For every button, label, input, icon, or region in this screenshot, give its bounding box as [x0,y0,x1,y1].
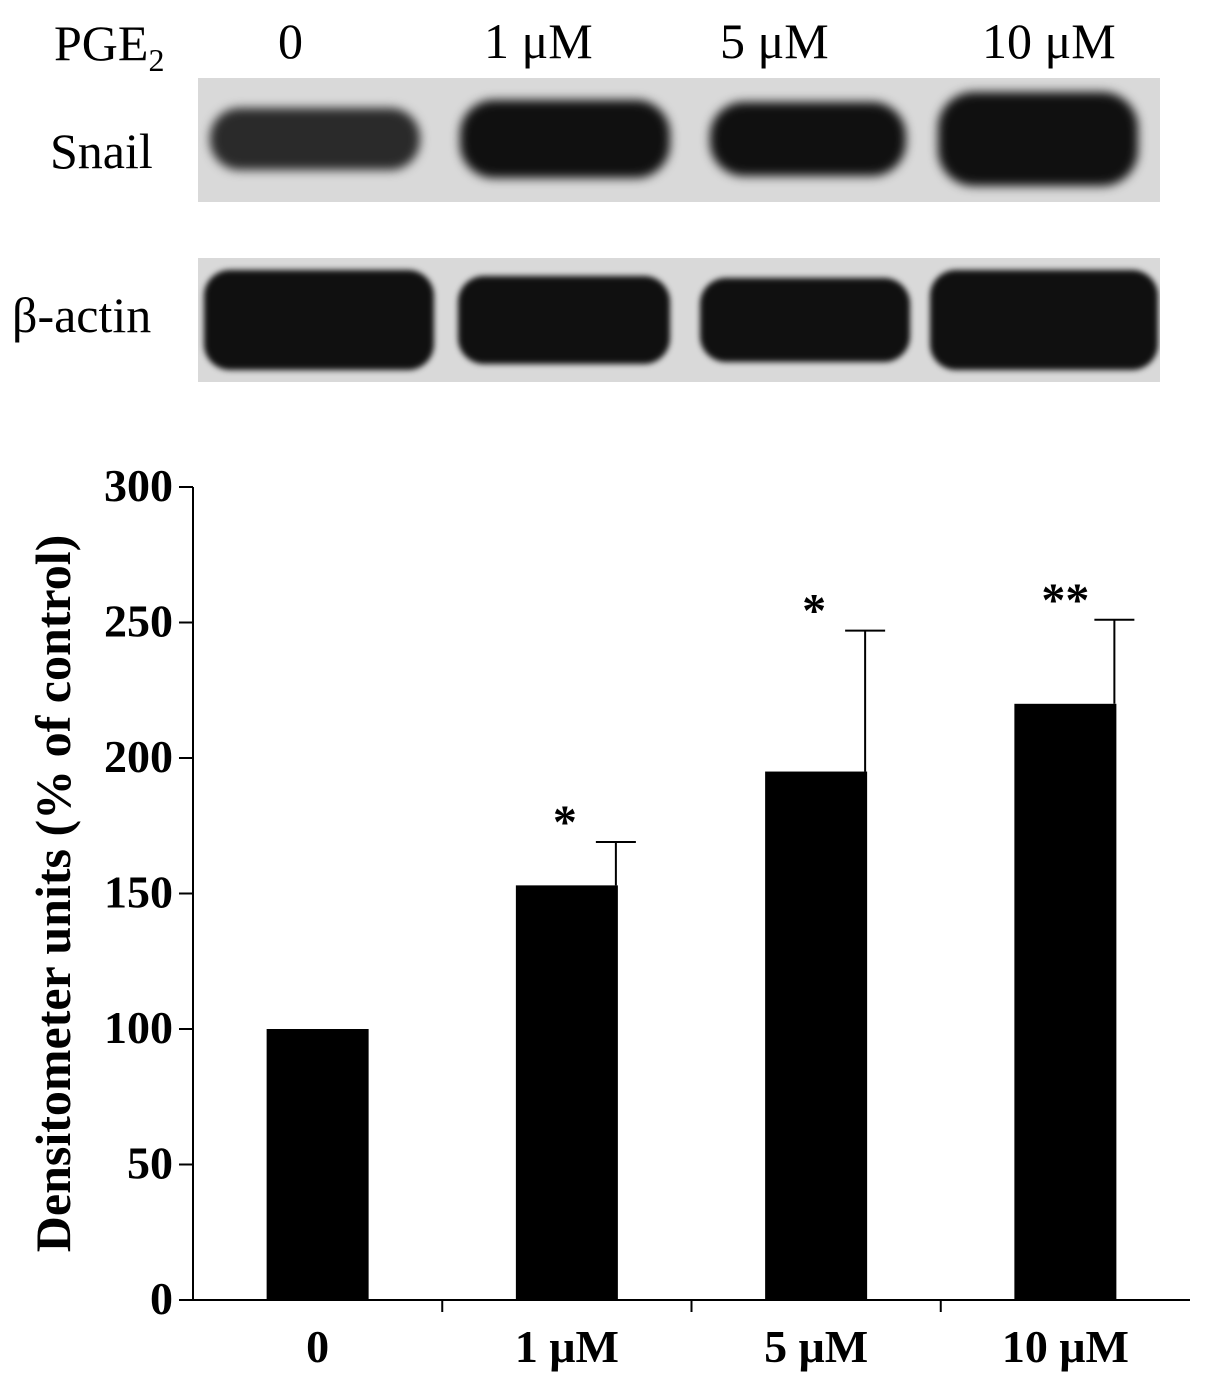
treatment-label: PGE2 [54,18,164,76]
y-tick-label: 300 [104,460,173,511]
snail-band [210,108,420,170]
actin-band [458,276,670,364]
significance-marker: * [802,585,826,638]
treatment-label-text: PGE [54,15,149,71]
actin-blot-image [198,258,1160,382]
x-tick-label: 0 [306,1321,329,1372]
y-tick-label: 150 [104,867,173,918]
bar-chart-svg: 0 50 100 150 200 250 300 Densitometer units (% … [25,460,1190,1372]
blot-lane-label: 5 μM [720,13,829,69]
blot-row-label-actin: β-actin [12,287,152,343]
bar [266,1029,369,1300]
x-tick-label: 5 μM [764,1321,868,1372]
actin-band [930,270,1158,370]
significance-marker: ** [1041,574,1089,627]
x-tick-label: 1 μM [515,1321,619,1372]
y-tick-label: 0 [150,1273,173,1324]
bar [1014,703,1117,1300]
snail-blot-image [198,78,1160,202]
y-tick-label: 200 [104,731,173,782]
snail-band [460,100,670,178]
treatment-label-subscript: 2 [148,42,165,78]
blot-lane-label: 0 [278,13,303,69]
western-blot-panel: PGE2 0 1 μM 5 μM 10 μM Snail β-actin [0,0,1205,400]
bar-chart: 0 50 100 150 200 250 300 Densitometer units (% … [0,420,1205,1377]
snail-band [938,92,1138,186]
actin-band [204,270,434,370]
actin-band [700,278,910,362]
y-tick-label: 100 [104,1002,173,1053]
snail-band [710,102,906,176]
blot-lane-label: 1 μM [484,13,593,69]
x-tick-label: 10 μM [1002,1321,1129,1372]
blot-row-label-snail: Snail [50,123,153,179]
y-tick-label: 250 [104,596,173,647]
bar [765,771,868,1300]
significance-marker: * [553,796,577,849]
y-tick-label: 50 [127,1138,173,1189]
blot-lane-label: 10 μM [982,13,1116,69]
bar [515,885,618,1300]
y-axis-title: Densitometer units (% of control) [25,535,81,1252]
